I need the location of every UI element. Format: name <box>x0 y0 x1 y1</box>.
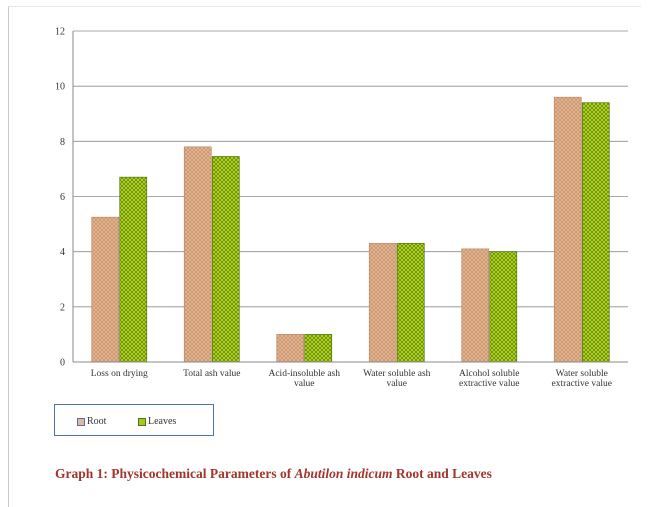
gridlines <box>73 30 628 308</box>
bar-root-5 <box>553 96 582 363</box>
bars <box>91 96 610 363</box>
x-category-label: value <box>294 379 315 389</box>
legend-swatch-root <box>77 417 85 426</box>
bar-root-1 <box>183 146 212 363</box>
y-tick-label: 2 <box>60 302 65 313</box>
chart-frame <box>8 6 641 507</box>
legend-label-leaves: Leaves <box>148 416 177 427</box>
bar-root-2 <box>276 334 305 363</box>
x-category-label: extractive value <box>552 379 612 389</box>
x-category-label: Acid-insoluble ash <box>268 369 340 379</box>
x-category-label: extractive value <box>459 379 519 389</box>
bar-leaves-0 <box>119 176 148 363</box>
legend: Root Leaves <box>54 404 214 436</box>
y-axis-ticks: 0 2 4 6 8 10 12 <box>55 27 65 369</box>
legend-item-root: Root <box>77 416 106 427</box>
legend-label-root: Root <box>87 416 107 427</box>
bar-root-4 <box>461 248 490 363</box>
y-tick-label: 4 <box>60 247 65 258</box>
bar-root-0 <box>91 216 120 363</box>
bar-leaves-2 <box>304 334 333 363</box>
x-category-label: value <box>386 379 407 389</box>
bar-leaves-5 <box>581 102 610 363</box>
caption-prefix: Graph 1: Physicochemical Parameters of <box>55 466 295 481</box>
x-category-label: Water soluble <box>556 369 608 379</box>
caption-suffix: Root and Leaves <box>392 466 492 481</box>
x-category-label: Alcohol soluble <box>459 369 519 379</box>
caption-species: Abutilon indicum <box>294 466 393 481</box>
bar-leaves-4 <box>489 251 518 363</box>
y-tick-label: 12 <box>55 27 65 38</box>
x-category-label: Loss on drying <box>91 369 148 379</box>
figure-caption: Graph 1: Physicochemical Parameters of A… <box>55 466 492 482</box>
legend-item-leaves: Leaves <box>138 416 176 427</box>
y-tick-label: 6 <box>60 192 65 203</box>
bar-root-3 <box>368 243 397 363</box>
bar-leaves-3 <box>396 243 425 363</box>
y-tick-label: 8 <box>60 137 65 148</box>
y-tick-label: 0 <box>60 358 65 369</box>
bar-chart: 0 2 4 6 8 10 12 Loss on drying Total ash value A… <box>55 27 628 389</box>
x-category-label: Water soluble ash <box>363 369 431 379</box>
bar-leaves-1 <box>211 156 240 363</box>
x-axis-labels: Loss on drying Total ash value Acid-insolu… <box>91 369 612 389</box>
legend-swatch-leaves <box>138 417 146 426</box>
x-category-label: Total ash value <box>183 369 240 379</box>
y-tick-label: 10 <box>55 82 65 93</box>
